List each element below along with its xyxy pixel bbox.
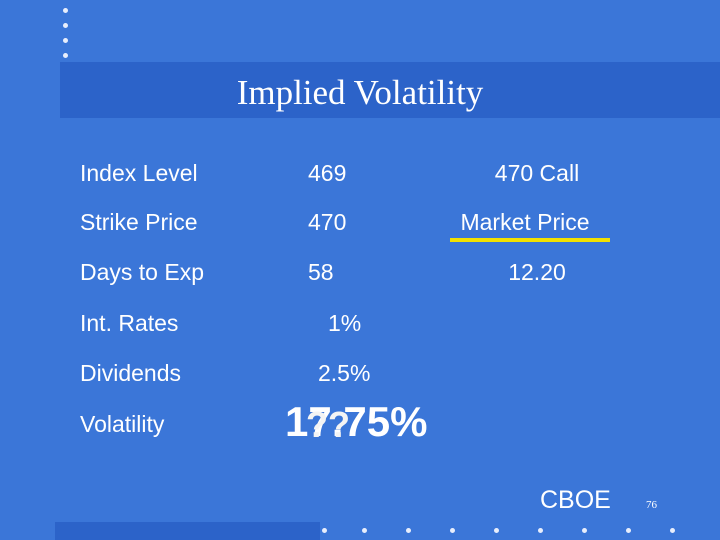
row-label: Volatility bbox=[80, 411, 165, 437]
dot bbox=[63, 38, 68, 43]
source: CBOE bbox=[540, 486, 611, 514]
dot bbox=[322, 528, 327, 533]
unknown-mark: ?? bbox=[306, 404, 350, 445]
title-band bbox=[60, 62, 720, 118]
row-value: 2.5% bbox=[318, 360, 371, 386]
footer-band bbox=[55, 522, 320, 540]
dot bbox=[450, 528, 455, 533]
underline bbox=[450, 238, 610, 242]
dot bbox=[538, 528, 543, 533]
page-number: 76 bbox=[646, 499, 657, 511]
row-label: Days to Exp bbox=[80, 259, 204, 285]
row-label: Index Level bbox=[80, 160, 198, 186]
dot bbox=[63, 23, 68, 28]
row-value: 469 bbox=[308, 160, 347, 186]
dot bbox=[626, 528, 631, 533]
title: Implied Volatility bbox=[236, 73, 484, 112]
row-value: 470 bbox=[308, 209, 347, 235]
row-value: 58 bbox=[308, 259, 334, 285]
dot bbox=[670, 528, 675, 533]
dot bbox=[63, 53, 68, 58]
dot bbox=[63, 8, 68, 13]
dot bbox=[362, 528, 367, 533]
row-label: Int. Rates bbox=[80, 310, 179, 336]
dot bbox=[494, 528, 499, 533]
option-price: 12.20 bbox=[508, 259, 566, 285]
row-label: Dividends bbox=[80, 360, 181, 386]
row-label: Strike Price bbox=[80, 209, 198, 235]
answer-value: 17.75% bbox=[285, 398, 428, 445]
row-value: 1% bbox=[328, 310, 362, 336]
option-name: 470 Call bbox=[494, 160, 580, 186]
dot bbox=[582, 528, 587, 533]
price-label: Market Price bbox=[460, 209, 590, 235]
dot bbox=[406, 528, 411, 533]
